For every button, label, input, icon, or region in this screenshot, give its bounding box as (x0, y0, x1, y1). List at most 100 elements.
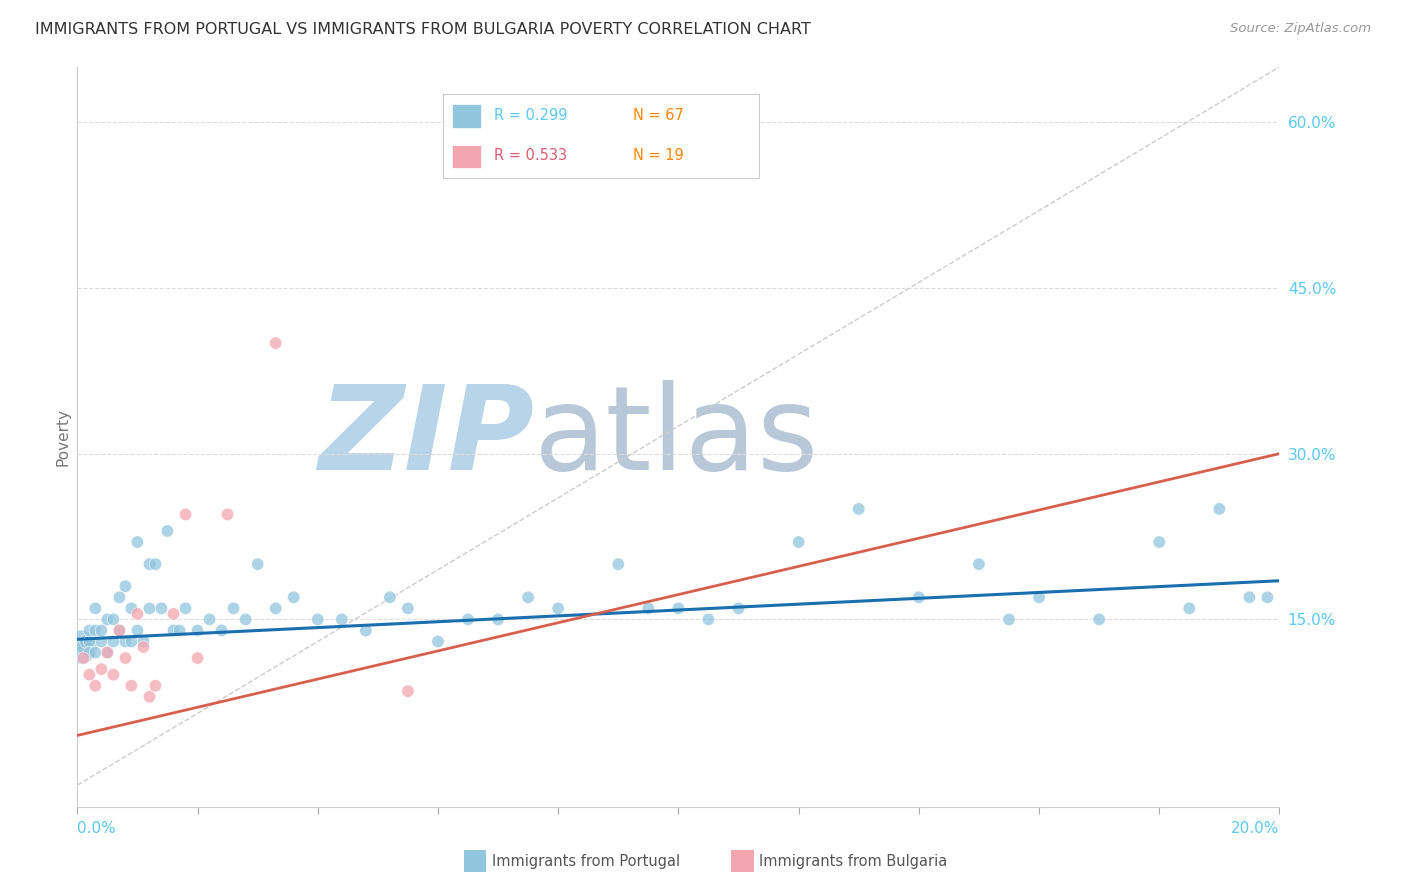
Point (1208, 502, 1230, 516)
Text: IMMIGRANTS FROM PORTUGAL VS IMMIGRANTS FROM BULGARIA POVERTY CORRELATION CHART: IMMIGRANTS FROM PORTUGAL VS IMMIGRANTS F… (35, 22, 811, 37)
Point (283, 591, 305, 605)
Point (145, 679, 167, 693)
Point (138, 690, 160, 704)
Text: R = 0.533: R = 0.533 (494, 148, 567, 163)
Point (607, 557, 630, 571)
Point (187, 651, 209, 665)
Text: Immigrants from Portugal: Immigrants from Portugal (492, 855, 681, 869)
Point (354, 624, 377, 638)
Point (396, 601, 419, 615)
Point (114, 651, 136, 665)
Point (162, 624, 184, 638)
Point (427, 634, 450, 648)
Point (132, 640, 155, 654)
Point (156, 524, 179, 538)
Point (132, 634, 155, 648)
Point (120, 601, 142, 615)
Point (145, 557, 167, 571)
Point (79, 624, 101, 638)
Point (96, 646, 118, 660)
Text: atlas: atlas (534, 380, 820, 494)
Point (486, 612, 509, 626)
Point (127, 624, 149, 638)
Point (967, 557, 990, 571)
Point (727, 601, 749, 615)
Point (330, 612, 353, 626)
Point (138, 557, 160, 571)
Point (103, 612, 125, 626)
Point (396, 684, 419, 698)
Point (198, 612, 221, 626)
Point (848, 502, 870, 516)
Point (69, 640, 91, 654)
Point (998, 612, 1021, 626)
Point (127, 535, 149, 549)
Point (127, 607, 149, 621)
Point (547, 601, 569, 615)
Point (187, 624, 209, 638)
Point (79, 646, 101, 660)
Point (637, 601, 659, 615)
Point (114, 579, 136, 593)
Text: N = 19: N = 19 (633, 148, 683, 163)
Point (75, 634, 97, 648)
Point (103, 634, 125, 648)
FancyBboxPatch shape (453, 104, 481, 128)
Point (787, 535, 810, 549)
Point (1149, 535, 1171, 549)
Point (668, 601, 690, 615)
Point (697, 612, 720, 626)
Point (211, 624, 233, 638)
Point (90, 634, 112, 648)
Point (1178, 601, 1201, 615)
Point (162, 607, 184, 621)
Point (108, 624, 131, 638)
Point (120, 679, 142, 693)
Point (150, 601, 173, 615)
Point (235, 612, 257, 626)
Point (174, 601, 197, 615)
Point (96, 646, 118, 660)
Point (457, 612, 479, 626)
Text: R = 0.299: R = 0.299 (494, 108, 567, 123)
Point (90, 662, 112, 676)
Point (84, 624, 107, 638)
Point (174, 508, 197, 522)
Point (84, 646, 107, 660)
Text: ZIP: ZIP (318, 380, 534, 494)
Point (222, 601, 245, 615)
FancyBboxPatch shape (453, 145, 481, 168)
Text: 0.0%: 0.0% (77, 821, 117, 836)
Point (169, 624, 191, 638)
Point (1088, 612, 1111, 626)
Point (90, 624, 112, 638)
Point (96, 612, 118, 626)
Point (79, 667, 101, 681)
Point (1256, 591, 1278, 605)
Point (72, 640, 94, 654)
Point (84, 601, 107, 615)
Point (378, 591, 401, 605)
Point (1239, 591, 1261, 605)
Point (103, 667, 125, 681)
Point (246, 557, 269, 571)
Point (72, 651, 94, 665)
Point (79, 634, 101, 648)
Point (908, 591, 931, 605)
Point (264, 336, 287, 351)
Text: Immigrants from Bulgaria: Immigrants from Bulgaria (759, 855, 948, 869)
Point (84, 679, 107, 693)
Y-axis label: Poverty: Poverty (55, 408, 70, 467)
Text: 20.0%: 20.0% (1232, 821, 1279, 836)
Text: N = 67: N = 67 (633, 108, 683, 123)
Point (108, 591, 131, 605)
Point (264, 601, 287, 615)
Point (517, 591, 540, 605)
Point (114, 634, 136, 648)
Point (108, 624, 131, 638)
Point (1028, 591, 1050, 605)
Point (120, 634, 142, 648)
Text: Source: ZipAtlas.com: Source: ZipAtlas.com (1230, 22, 1371, 36)
Point (307, 612, 329, 626)
Point (217, 508, 239, 522)
